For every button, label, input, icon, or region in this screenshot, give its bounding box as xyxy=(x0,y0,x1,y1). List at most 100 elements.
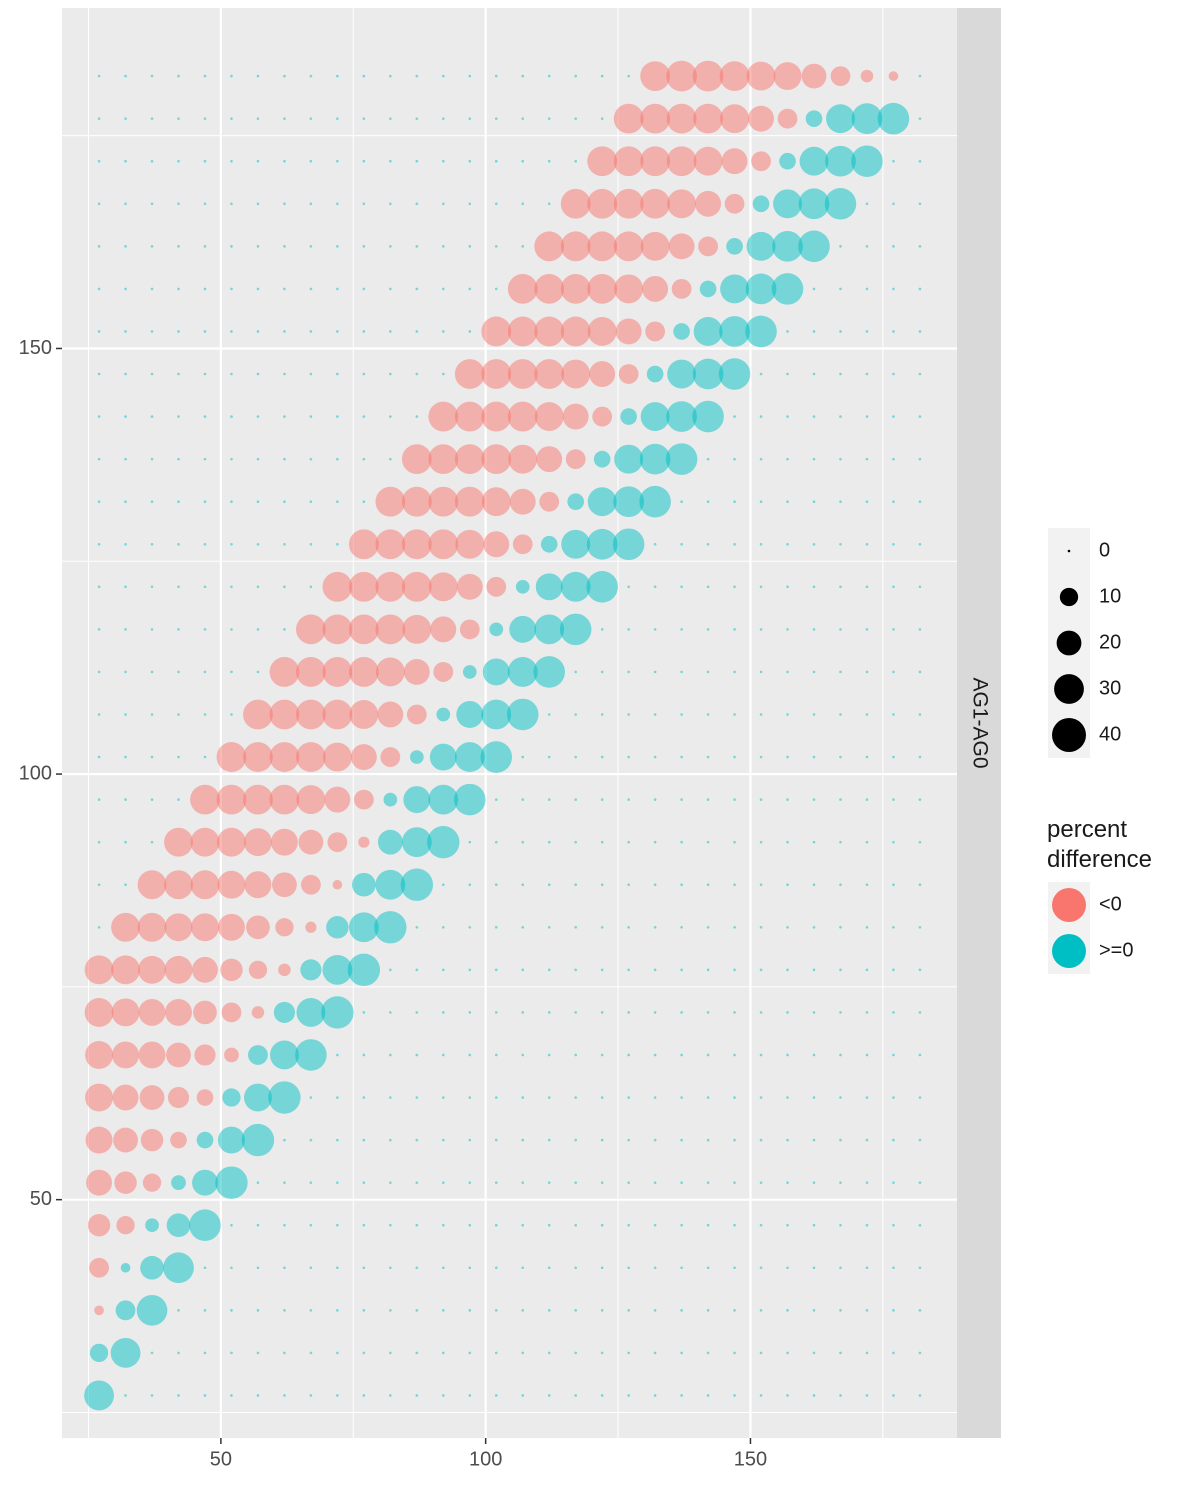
bubble xyxy=(786,457,789,461)
bubble xyxy=(348,912,379,943)
bubble xyxy=(150,245,154,248)
bubble xyxy=(203,670,207,674)
bubble xyxy=(177,670,180,674)
bubble xyxy=(415,1053,419,1057)
bubble xyxy=(124,330,127,333)
bubble xyxy=(613,103,644,134)
bubble xyxy=(733,1011,736,1014)
bubble xyxy=(230,1266,233,1270)
bubble xyxy=(680,1266,683,1270)
bubble xyxy=(203,159,207,163)
bubble xyxy=(494,798,498,801)
bubble xyxy=(84,955,114,985)
bubble xyxy=(865,755,869,759)
bubble xyxy=(349,700,379,729)
bubble xyxy=(589,361,616,387)
bubble xyxy=(521,1138,525,1142)
bubble xyxy=(442,74,445,78)
bubble xyxy=(627,628,630,631)
bubble xyxy=(698,236,718,257)
bubble xyxy=(627,883,630,887)
bubble xyxy=(706,1138,710,1142)
bubble xyxy=(336,74,339,78)
bubble xyxy=(124,202,127,206)
bubble xyxy=(547,1011,551,1014)
bubble xyxy=(85,1126,113,1154)
bubble xyxy=(494,202,498,206)
bubble xyxy=(720,274,750,304)
bubble xyxy=(322,954,353,985)
bubble xyxy=(203,542,207,546)
bubble xyxy=(667,359,697,389)
bubble xyxy=(230,202,233,206)
bubble xyxy=(362,74,366,78)
bubble xyxy=(230,1223,233,1227)
bubble xyxy=(851,103,883,134)
bubble xyxy=(812,500,816,503)
bubble xyxy=(680,1394,683,1397)
bubble xyxy=(521,1351,525,1355)
bubble xyxy=(515,579,530,594)
bubble xyxy=(865,968,869,972)
bubble xyxy=(296,614,326,645)
bubble xyxy=(918,585,922,589)
bubble xyxy=(230,457,233,461)
bubble xyxy=(593,450,611,468)
bubble xyxy=(892,202,895,206)
bubble xyxy=(574,1181,577,1184)
legend-size-symbol xyxy=(1052,718,1086,752)
bubble xyxy=(512,534,533,555)
x-tick-label: 150 xyxy=(734,1448,767,1470)
bubble xyxy=(400,868,434,901)
bubble xyxy=(150,287,154,291)
bubble xyxy=(640,402,670,432)
bubble xyxy=(415,1394,419,1397)
bubble xyxy=(534,316,565,347)
bubble xyxy=(429,743,457,771)
bubble xyxy=(706,628,710,631)
bubble xyxy=(97,755,101,759)
bubble xyxy=(521,245,525,248)
bubble xyxy=(362,1266,366,1270)
bubble xyxy=(839,1096,842,1099)
bubble xyxy=(839,1053,842,1057)
bubble xyxy=(547,925,551,929)
bubble xyxy=(336,372,339,376)
bubble xyxy=(680,542,683,546)
bubble xyxy=(494,1011,498,1014)
bubble xyxy=(454,359,485,389)
bubble xyxy=(733,542,736,546)
bubble xyxy=(468,840,472,844)
bubble xyxy=(671,278,692,299)
bubble xyxy=(547,74,551,78)
bubble xyxy=(805,110,823,127)
bubble xyxy=(918,1394,922,1397)
bubble xyxy=(377,829,403,855)
bubble xyxy=(230,585,233,589)
bubble xyxy=(309,1266,313,1270)
bubble xyxy=(786,968,789,972)
bubble xyxy=(433,662,454,682)
bubble xyxy=(124,670,127,674)
bubble xyxy=(140,1255,164,1280)
bubble xyxy=(468,925,472,929)
bubble xyxy=(786,1011,789,1014)
bubble xyxy=(592,406,613,427)
bubble xyxy=(494,74,498,78)
bubble xyxy=(322,614,353,645)
bubble xyxy=(309,585,313,589)
bubble xyxy=(640,188,671,219)
bubble xyxy=(865,713,869,716)
bubble xyxy=(521,1394,525,1397)
bubble xyxy=(547,1309,551,1312)
bubble xyxy=(481,487,511,517)
bubble xyxy=(112,1041,140,1069)
bubble xyxy=(560,273,591,304)
bubble xyxy=(918,1053,922,1057)
bubble xyxy=(574,159,577,163)
bubble xyxy=(256,1394,260,1397)
bubble xyxy=(706,585,710,589)
legend-label: 40 xyxy=(1099,723,1121,745)
bubble xyxy=(270,828,298,856)
bubble xyxy=(892,1351,895,1355)
